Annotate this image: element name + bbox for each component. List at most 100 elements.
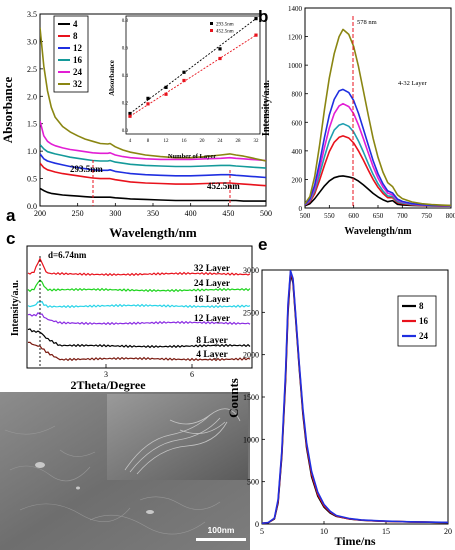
panel-a-x-tick-label: 450 [222, 209, 234, 218]
panel-e-x-tick-label: 5 [260, 527, 264, 536]
panel-a-inset-frame [125, 15, 261, 135]
panel-b-y-title: Intensity/a.u. [261, 79, 272, 136]
panel-a-y-tick-label: 3.0 [27, 37, 37, 46]
panel-c-layer-label: 4 Layer [196, 350, 228, 360]
panel-b-x-tick-label: 600 [348, 212, 359, 220]
panel-a-inset-point-293.5nm [182, 70, 186, 74]
panel-c: c 32 Layer 24 Layer 16 Layer 12 Layer 8 Laye… [6, 229, 253, 392]
panel-b-y-ticks: 0 200 400 600 800 1000 1200 1400 [288, 5, 308, 213]
panel-b-y-tick-label: 1000 [288, 62, 303, 70]
panel-c-layer-label: 8 Layer [196, 336, 228, 346]
panel-a-x-ticks: 200 250 300 350 400 450 500 [34, 203, 272, 218]
panel-e-series-24 [262, 270, 448, 524]
panel-c-layer-label: 32 Layer [194, 264, 231, 274]
panel-a-series-12 [40, 153, 266, 179]
panel-a-inset-series [128, 17, 258, 118]
panel-a-x-title: Wavelength/nm [109, 225, 197, 240]
panel-a-legend-label-24: 24 [73, 67, 83, 77]
panel-a-inset-legend-marker-293.5nm [210, 22, 213, 25]
panel-a-inset-point-293.5nm [218, 47, 222, 51]
panel-c-series-3 [27, 311, 251, 326]
panel-a-inset-y-title: Absorbance [108, 60, 116, 96]
panel-b-x-tick-label: 650 [373, 212, 384, 220]
panel-c-letter: c [6, 229, 15, 248]
panel-b-x-tick-label: 750 [421, 212, 432, 220]
panel-e-series [262, 270, 448, 524]
panel-a-inset-legend: 293.5nm 452.5nm [210, 22, 234, 35]
panel-a-y-tick-label: 1.0 [27, 147, 37, 156]
panel-a-inset-x-title: Number of Layer [168, 153, 216, 160]
panel-a-inset-y-tick-label: 0.8 [122, 19, 129, 24]
panel-a-series-4 [40, 187, 266, 202]
panel-c-layer-label: 16 Layer [194, 295, 231, 305]
panel-b-x-tick-label: 800 [446, 212, 455, 220]
panel-a-inset-y-tick-label: 0.4 [122, 74, 129, 79]
panel-a-inset: 4 8 12 16 20 24 28 32 0.0 0.2 0.4 0.6 0.8 293.5nm 452… [108, 15, 261, 160]
panel-c-plot-frame [26, 245, 253, 369]
panel-e-x-title: Time/ns [334, 534, 375, 548]
panel-d: d 100nm [0, 391, 250, 550]
panel-e-letter: e [258, 235, 267, 254]
panel-e-y-title: Counts [226, 378, 241, 418]
panel-b-y-tick-label: 600 [292, 119, 303, 127]
panel-b-series-4 [305, 175, 451, 207]
panel-a-legend: 4 8 12 16 24 32 [53, 15, 89, 93]
panel-b-series-24 [305, 88, 451, 207]
panel-c-x-tick-label-6: 6 [190, 370, 194, 379]
panel-b-y-tick-label: 1400 [288, 5, 303, 13]
panel-a-inset-y-tick-label: 0.2 [122, 102, 129, 107]
panel-a-inset-x-tick-label: 24 [218, 139, 224, 144]
panel-a-inset-point-452.5nm [182, 78, 186, 83]
panel-a-y-tick-label: 3.5 [27, 10, 37, 19]
panel-a-annotation-293: 293.5nm [70, 164, 103, 174]
panel-b-x-tick-label: 550 [324, 212, 335, 220]
panel-a-inset-fit-293.5nm [129, 18, 257, 114]
panel-b: b 0 200 400 600 800 1000 1200 1400 500 550 600 650… [258, 5, 455, 237]
panel-e-x-tick-label: 10 [320, 527, 328, 536]
panel-c-annotation-d: d=6.74nm [48, 250, 87, 260]
panel-a-inset-x-tick-label: 28 [236, 139, 242, 144]
scale-bar [196, 538, 246, 541]
panel-a-legend-label-4: 4 [73, 19, 78, 29]
panel-a-y-tick-label: 2.5 [27, 65, 37, 74]
panel-c-layer-label: 12 Layer [194, 314, 231, 324]
panel-a-inset-x-tick-label: 8 [147, 139, 150, 144]
sem-inset-image [107, 394, 248, 480]
panel-e-y-tick-label: 2500 [243, 308, 259, 317]
panel-a-inset-point-452.5nm [146, 102, 150, 106]
panel-a-y-title: Absorbance [0, 77, 15, 144]
panel-c-series-1 [27, 279, 251, 293]
panel-a-y-tick-label: 1.5 [27, 120, 37, 129]
panel-a-inset-point-293.5nm [146, 96, 150, 100]
panel-a-y-tick-label: 0.5 [27, 175, 37, 184]
panel-a-series-16 [40, 144, 266, 169]
panel-e-x-tick-label: 15 [382, 527, 390, 536]
panel-a-inset-ticks: 4 8 12 16 20 24 28 32 0.0 0.2 0.4 0.6 0.8 [122, 19, 259, 144]
panel-b-x-title: Wavelength/nm [344, 226, 412, 237]
panel-b-letter: b [258, 7, 268, 26]
panel-a-inset-legend-marker-452.5nm [210, 29, 213, 32]
panel-e-legend-label-24: 24 [419, 331, 429, 341]
sem-texture [4, 425, 221, 535]
panel-c-series-0 [27, 257, 251, 277]
panel-a-inset-y-tick-label: 0.6 [122, 47, 129, 52]
panel-e-y-tick-label: 1000 [243, 435, 259, 444]
panel-a-legend-label-32: 32 [73, 79, 83, 89]
panel-a-inset-fit-452.5nm [129, 34, 257, 117]
panel-e: e 0 500 1000 1500 2000 2500 3000 5 10 15 20 8 16 24… [226, 235, 452, 548]
panel-e-y-tick-label: 1500 [243, 393, 259, 402]
panel-c-y-title: Intensity/a.u. [10, 279, 21, 336]
panel-c-series-5 [28, 341, 251, 362]
panel-a-inset-point-293.5nm [254, 17, 258, 21]
panel-a-y-ticks: 0.0 0.5 1.0 1.5 2.0 2.5 3.0 3.5 [27, 10, 43, 211]
panel-a-inset-x-tick-label: 20 [200, 139, 206, 144]
panel-a-letter: a [6, 206, 16, 225]
panel-e-y-tick-label: 500 [247, 478, 259, 487]
panel-a-series-24 [40, 120, 266, 162]
panel-a-inset-x-tick-label: 32 [254, 139, 260, 144]
panel-a-series-32 [40, 27, 266, 162]
panel-b-y-tick-label: 1200 [288, 34, 303, 42]
panel-a-x-tick-label: 400 [185, 209, 197, 218]
panel-b-y-tick-label: 0 [299, 205, 303, 213]
